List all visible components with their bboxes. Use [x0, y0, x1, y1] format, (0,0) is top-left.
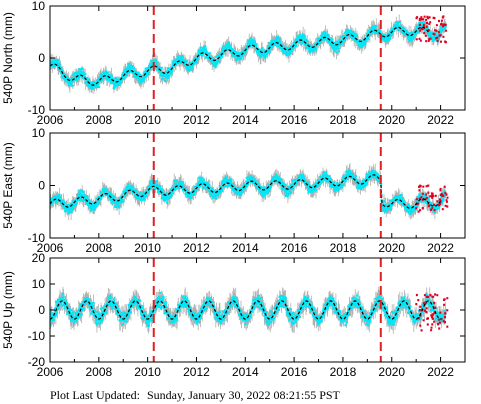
data-points [50, 20, 447, 90]
up-panel: 2006 2008 2010 2012 2014 2016 2018 2020 2022-20-… [1, 251, 466, 379]
recent-points [415, 293, 449, 332]
x-tick-label: 2012 [183, 365, 210, 379]
y-axis-label: 540P North (mm) [1, 12, 15, 104]
plot-area [50, 163, 449, 220]
y-tick-label: 0 [38, 303, 45, 317]
plot-area [50, 286, 449, 334]
x-tick-label: 2018 [330, 113, 357, 127]
x-tick-label: 2016 [281, 113, 308, 127]
x-tick-label: 2022 [427, 241, 454, 255]
y-tick-label: 0 [38, 179, 45, 193]
x-tick-label: 2006 [37, 113, 64, 127]
model-line [50, 174, 442, 209]
x-tick-label: 2012 [183, 241, 210, 255]
x-tick-label: 2022 [427, 113, 454, 127]
x-tick-label: 2012 [183, 113, 210, 127]
x-tick-label: 2014 [232, 113, 259, 127]
y-axis-label: 540P East (mm) [1, 142, 15, 228]
x-tick-label: 2008 [85, 241, 112, 255]
data-points [50, 169, 447, 215]
y-tick-label: -20 [28, 355, 46, 369]
plot-area [50, 14, 448, 94]
x-tick-label: 2010 [134, 113, 161, 127]
x-tick-label: 2018 [330, 365, 357, 379]
x-tick-label: 2006 [37, 365, 64, 379]
x-tick-label: 2010 [134, 241, 161, 255]
x-tick-label: 2008 [85, 365, 112, 379]
x-tick-label: 2006 [37, 241, 64, 255]
x-tick-label: 2016 [281, 365, 308, 379]
east-panel: 2006 2008 2010 2012 2014 2016 2018 2020 2022 -10 0… [1, 126, 466, 255]
x-tick-label: 2010 [134, 365, 161, 379]
x-tick-label: 2016 [281, 241, 308, 255]
x-tick-label: 2014 [232, 365, 259, 379]
y-tick-label: 20 [32, 251, 46, 265]
y-tick-label: 0 [38, 51, 45, 65]
model-line [50, 26, 429, 86]
north-panel: 2006 2008 2010 2012 2014 2016 2018 2020 2022 -10 0… [1, 0, 466, 127]
y-axis-label: 540P Up (mm) [1, 271, 15, 349]
y-tick-label: 10 [32, 277, 46, 291]
y-tick-label: 10 [32, 126, 46, 140]
plot-frame [49, 5, 466, 111]
y-tick-label: -10 [28, 231, 46, 245]
footer-label: Plot Last Updated: [50, 388, 140, 402]
x-tick-label: 2020 [378, 365, 405, 379]
x-tick-label: 2020 [378, 241, 405, 255]
footer-timestamp: Sunday, January 30, 2022 08:21:55 PST [147, 388, 341, 402]
x-tick-label: 2014 [232, 241, 259, 255]
y-tick-label: -10 [28, 103, 46, 117]
x-tick-label: 2018 [330, 241, 357, 255]
x-tick-label: 2020 [378, 113, 405, 127]
error-bars [50, 14, 446, 94]
y-tick-label: -10 [28, 329, 46, 343]
model-line [50, 300, 441, 320]
x-tick-label: 2008 [85, 113, 112, 127]
x-tick-label: 2022 [427, 365, 454, 379]
y-tick-label: 10 [32, 0, 46, 13]
